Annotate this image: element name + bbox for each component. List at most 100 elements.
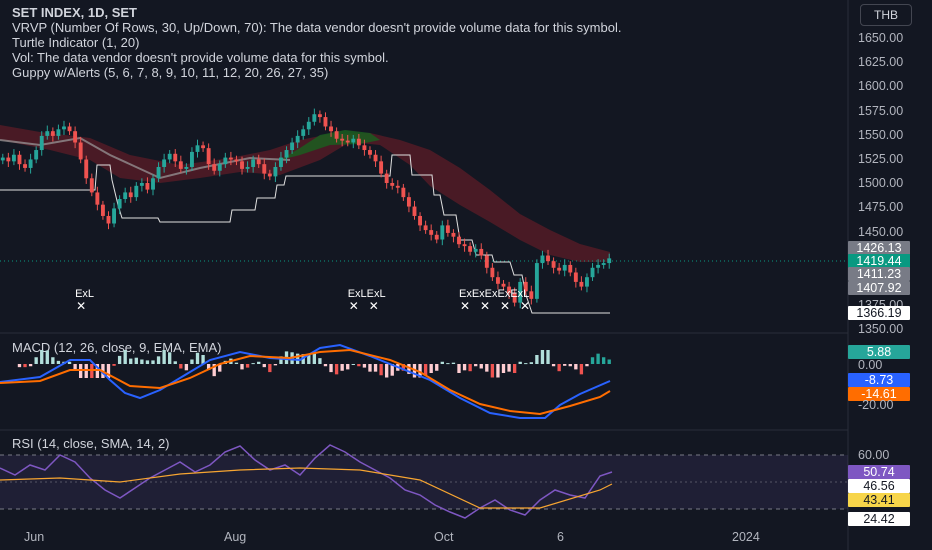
candle-body[interactable]: [440, 225, 445, 240]
candle-body[interactable]: [217, 164, 222, 171]
candle-body[interactable]: [395, 185, 400, 188]
candle-body[interactable]: [301, 129, 306, 136]
candle-body[interactable]: [607, 258, 612, 264]
candle-body[interactable]: [401, 187, 406, 198]
candle-body[interactable]: [117, 199, 122, 209]
candle-body[interactable]: [551, 261, 556, 268]
candle-body[interactable]: [89, 178, 94, 193]
candle-body[interactable]: [62, 126, 66, 130]
candle-body[interactable]: [0, 157, 5, 161]
candle-body[interactable]: [390, 183, 395, 186]
candle-body[interactable]: [596, 264, 601, 268]
candle-body[interactable]: [212, 164, 217, 171]
candle-body[interactable]: [134, 185, 139, 198]
currency-button[interactable]: THB: [860, 4, 912, 26]
candle-body[interactable]: [156, 166, 161, 179]
candle-body[interactable]: [546, 255, 550, 262]
candle-body[interactable]: [78, 142, 83, 160]
candle-body[interactable]: [573, 272, 578, 282]
candle-body[interactable]: [112, 208, 117, 224]
candle-body[interactable]: [123, 192, 128, 200]
candle-body[interactable]: [468, 246, 473, 252]
candle-body[interactable]: [173, 153, 178, 162]
candle-body[interactable]: [451, 232, 456, 237]
legend-vrvp[interactable]: VRVP (Number Of Rows, 30, Up/Down, 70): …: [12, 20, 622, 35]
candle-body[interactable]: [356, 138, 361, 146]
candle-body[interactable]: [306, 121, 311, 130]
legend-volume[interactable]: Vol: The data vendor doesn't provide vol…: [12, 50, 389, 65]
candle-body[interactable]: [562, 264, 567, 271]
candle-body[interactable]: [495, 277, 500, 284]
candle-body[interactable]: [100, 204, 105, 216]
candle-body[interactable]: [329, 126, 333, 132]
candle-body[interactable]: [351, 138, 356, 143]
candle-body[interactable]: [579, 281, 584, 287]
candle-body[interactable]: [523, 281, 528, 292]
candle-body[interactable]: [56, 129, 61, 136]
candle-body[interactable]: [295, 135, 300, 143]
candle-body[interactable]: [39, 135, 44, 151]
candle-body[interactable]: [23, 164, 27, 168]
candle-body[interactable]: [178, 161, 183, 169]
candle-body[interactable]: [418, 215, 423, 226]
candle-body[interactable]: [445, 225, 450, 233]
legend-macd[interactable]: MACD (12, 26, close, 9, EMA, EMA): [12, 340, 222, 355]
candle-body[interactable]: [429, 230, 434, 235]
candle-body[interactable]: [484, 255, 489, 268]
candle-body[interactable]: [251, 159, 256, 167]
candle-body[interactable]: [345, 140, 350, 143]
candle-body[interactable]: [362, 145, 367, 151]
candle-body[interactable]: [540, 255, 545, 264]
candle-body[interactable]: [145, 183, 150, 190]
candle-body[interactable]: [601, 263, 606, 265]
candle-body[interactable]: [267, 173, 272, 177]
candle-body[interactable]: [240, 161, 244, 169]
legend-turtle[interactable]: Turtle Indicator (1, 20): [12, 35, 140, 50]
candle-body[interactable]: [151, 178, 155, 190]
candle-body[interactable]: [50, 131, 55, 136]
candle-body[interactable]: [128, 192, 133, 198]
candle-body[interactable]: [585, 277, 589, 287]
candle-body[interactable]: [167, 153, 172, 160]
candle-body[interactable]: [412, 206, 417, 216]
candle-body[interactable]: [67, 126, 72, 132]
candle-body[interactable]: [290, 142, 295, 151]
candle-body[interactable]: [106, 215, 111, 224]
candle-body[interactable]: [384, 173, 389, 183]
candle-body[interactable]: [73, 131, 78, 143]
candle-body[interactable]: [17, 154, 22, 165]
candle-body[interactable]: [139, 183, 144, 186]
candle-body[interactable]: [512, 293, 517, 303]
candle-body[interactable]: [557, 267, 562, 271]
candle-body[interactable]: [462, 244, 467, 247]
candle-body[interactable]: [34, 150, 39, 160]
candle-body[interactable]: [195, 145, 200, 152]
candle-body[interactable]: [590, 267, 595, 278]
candle-body[interactable]: [529, 291, 534, 299]
candle-body[interactable]: [518, 281, 523, 303]
candle-body[interactable]: [434, 234, 439, 240]
legend-rsi[interactable]: RSI (14, close, SMA, 14, 2): [12, 436, 170, 451]
candle-body[interactable]: [201, 145, 206, 149]
candle-body[interactable]: [334, 131, 339, 139]
candle-body[interactable]: [45, 131, 50, 136]
candle-body[interactable]: [228, 157, 233, 160]
candle-body[interactable]: [279, 157, 283, 167]
candle-body[interactable]: [28, 159, 33, 168]
candle-body[interactable]: [223, 157, 228, 165]
candle-body[interactable]: [490, 267, 495, 278]
candle-body[interactable]: [245, 166, 250, 169]
candle-body[interactable]: [256, 159, 261, 165]
candle-body[interactable]: [206, 148, 211, 165]
candle-body[interactable]: [501, 283, 506, 287]
candle-body[interactable]: [312, 114, 317, 122]
candle-body[interactable]: [473, 248, 478, 252]
candle-body[interactable]: [162, 159, 167, 167]
candle-body[interactable]: [11, 154, 16, 162]
candle-body[interactable]: [184, 166, 189, 169]
candle-body[interactable]: [234, 159, 239, 162]
legend-guppy[interactable]: Guppy w/Alerts (5, 6, 7, 8, 9, 10, 11, 1…: [12, 65, 329, 80]
candle-body[interactable]: [84, 159, 89, 179]
candle-body[interactable]: [373, 154, 378, 162]
candle-body[interactable]: [368, 150, 372, 155]
